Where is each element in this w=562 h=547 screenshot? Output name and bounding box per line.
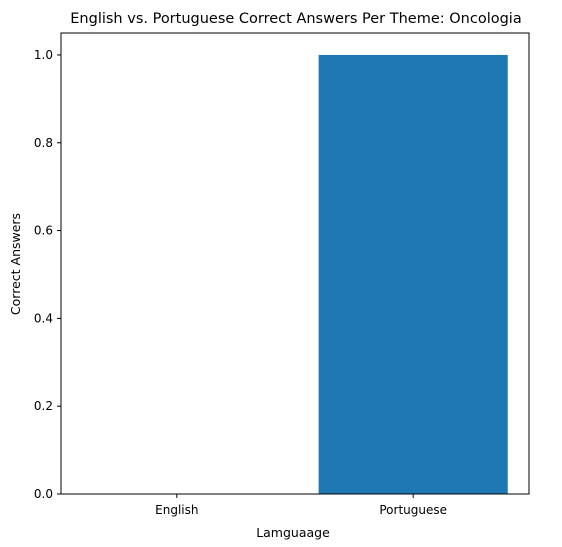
plot-frame: [60, 32, 530, 495]
y-tick-label: 1.0: [34, 48, 53, 62]
x-tick-label: Portuguese: [379, 503, 447, 517]
bars-group: [318, 54, 508, 494]
y-tick-label: 0.6: [34, 224, 53, 238]
y-tick-label: 0.2: [34, 399, 53, 413]
y-tick-label: 0.0: [34, 487, 53, 501]
y-tick-label: 0.4: [34, 311, 53, 325]
chart-title: English vs. Portuguese Correct Answers P…: [70, 11, 521, 27]
y-tick-label: 0.8: [34, 136, 53, 150]
x-axis: English Portuguese: [155, 494, 447, 517]
x-axis-label: Lamguaage: [256, 525, 330, 540]
x-tick-label: English: [155, 503, 198, 517]
y-axis-label: Correct Answers: [8, 213, 23, 315]
bar-portuguese: [318, 54, 508, 494]
y-axis: 0.0 0.2 0.4 0.6 0.8 1.0: [34, 48, 61, 501]
